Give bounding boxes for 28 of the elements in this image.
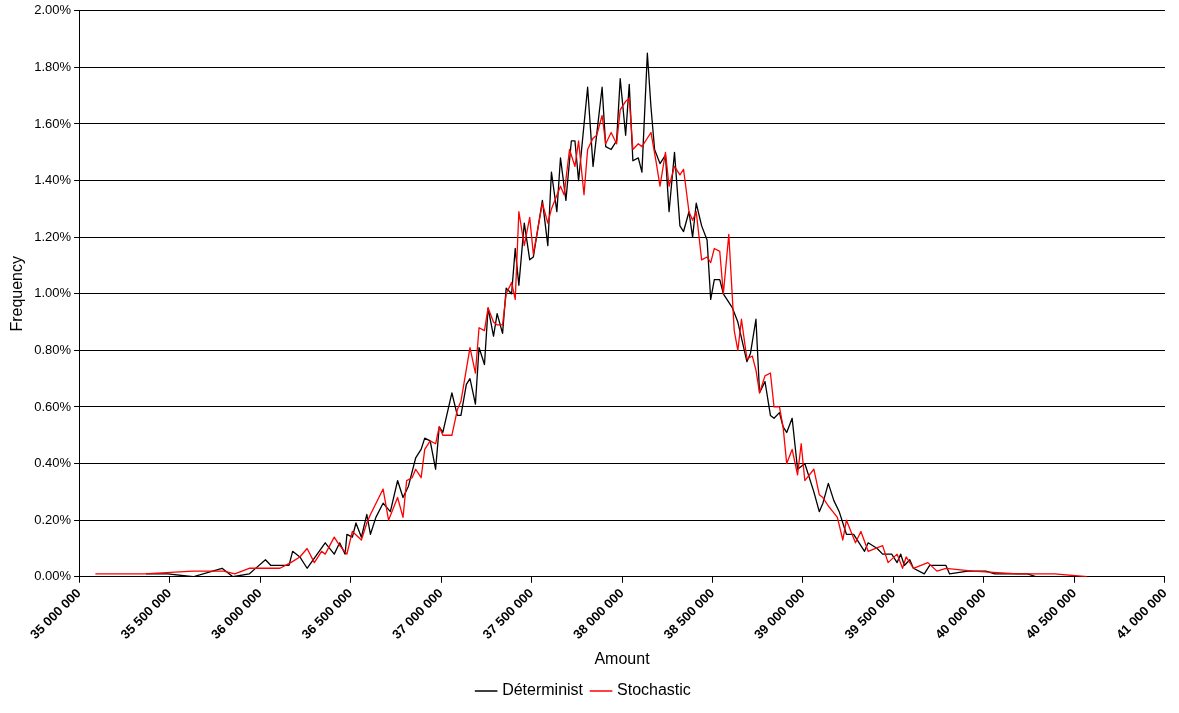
y-tick-label: 0.80% [34,341,72,357]
legend-label: Stochastic [617,681,691,699]
x-tick-label: 40 000 000 [932,585,989,642]
y-tick-label: 1.40% [34,172,72,188]
x-tick-label: 36 000 000 [208,585,265,642]
x-tick-label: 35 500 000 [117,585,175,642]
x-axis-title: Amount [594,649,651,667]
y-tick-label: 0.20% [34,511,72,527]
y-tick-label: 1.80% [34,58,72,74]
x-tick-label: 36 500 000 [298,585,356,642]
x-tick-label: 38 500 000 [660,585,718,642]
x-tick-label: 38 000 000 [570,585,627,642]
legend-label: Déterminist [502,681,584,699]
x-tick-label: 39 500 000 [841,585,899,642]
x-tick-label: 35 000 000 [27,585,84,642]
y-tick-label: 1.60% [34,115,72,131]
x-tick-label: 40 500 000 [1022,585,1080,642]
y-tick-label: 0.00% [34,568,72,584]
y-tick-label: 1.00% [34,285,72,301]
y-tick-label: 0.40% [34,455,72,471]
y-tick-label: 1.20% [34,228,72,244]
y-axis-title: Frequency [8,255,26,332]
x-tick-label: 39 000 000 [751,585,808,642]
x-tick-label: 41 000 000 [1113,585,1170,642]
y-tick-label: 0.60% [34,398,72,414]
x-tick-label: 37 500 000 [479,585,537,642]
x-tick-label: 37 000 000 [389,585,446,642]
y-tick-label: 2.00% [34,2,72,18]
